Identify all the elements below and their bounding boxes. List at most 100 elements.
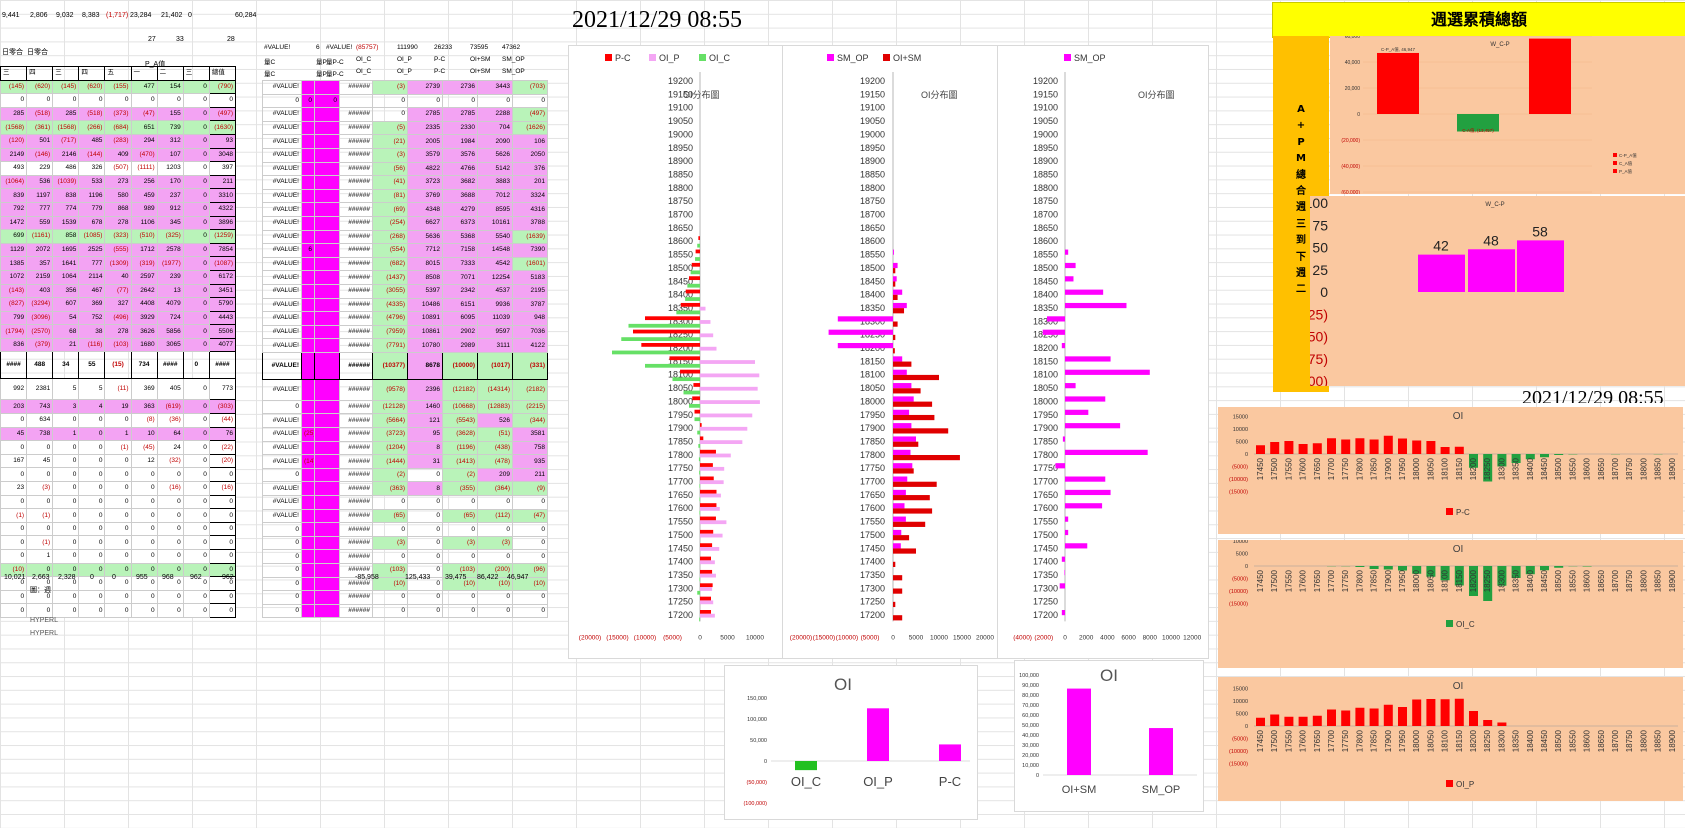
table-cell[interactable]: 1197 (26, 188, 54, 203)
table-cell[interactable]: 2072 (26, 242, 54, 258)
table-cell[interactable]: (619) (156, 399, 184, 415)
table-cell[interactable]: 0 (182, 467, 210, 483)
table-cell[interactable]: 743 (26, 399, 54, 415)
mid-table-cell[interactable]: 0 (442, 495, 478, 510)
table-cell[interactable]: 0 (130, 535, 158, 550)
mid-table-cell[interactable]: 0 (407, 467, 443, 483)
table-cell[interactable]: 327 (104, 297, 132, 312)
mid-table-cell[interactable]: 0 (407, 535, 443, 551)
table-cell[interactable]: 0 (182, 440, 210, 455)
table-cell[interactable]: 0 (104, 494, 132, 510)
mid-table-cell[interactable] (301, 311, 315, 326)
table-cell[interactable]: (1087) (208, 256, 237, 271)
table-cell[interactable]: (379) (26, 337, 54, 353)
table-cell[interactable]: 0 (208, 603, 237, 618)
table-cell[interactable]: 0 (182, 215, 210, 231)
mid-table-cell[interactable]: 8 (407, 440, 443, 456)
table-cell[interactable]: (1064) (0, 174, 28, 190)
mid-table-cell[interactable]: (9) (512, 481, 548, 497)
mid-table-cell[interactable]: ###### (339, 297, 373, 313)
table-cell[interactable]: 0 (26, 440, 54, 455)
mid-table-cell[interactable] (301, 508, 315, 524)
mid-table-cell[interactable]: ###### (339, 535, 373, 551)
mid-table-cell[interactable]: 758 (512, 440, 548, 456)
mid-table-cell[interactable] (301, 440, 315, 456)
table-cell[interactable]: 1129 (0, 242, 28, 258)
mid-table-cell[interactable]: 2288 (477, 107, 513, 122)
mid-table-cell[interactable]: 14548 (477, 243, 513, 258)
mid-table-cell[interactable]: 2736 (442, 80, 478, 95)
table-cell[interactable]: 285 (0, 106, 28, 122)
mid-table-cell[interactable] (301, 134, 315, 149)
mid-table-cell[interactable]: 3682 (442, 175, 478, 190)
table-cell[interactable]: 0 (208, 576, 237, 591)
mid-table-cell[interactable]: ###### (339, 243, 373, 258)
table-cell[interactable]: (497) (208, 106, 237, 122)
mid-table-cell[interactable] (314, 324, 340, 340)
mid-table-cell[interactable]: (3055) (372, 283, 408, 299)
table-cell[interactable]: 0 (130, 549, 158, 564)
table-cell[interactable]: 403 (26, 283, 54, 299)
mid-table-cell[interactable]: ###### (339, 603, 373, 619)
mid-table-cell[interactable]: ###### (339, 107, 373, 122)
mid-table-cell[interactable]: (4796) (372, 311, 408, 326)
table-cell[interactable]: 5 (78, 378, 106, 401)
table-cell[interactable]: 0 (0, 603, 28, 618)
table-cell[interactable]: (470) (130, 147, 158, 163)
mid-table-cell[interactable]: #VALUE! (262, 147, 302, 163)
mid-table-cell[interactable]: 6095 (442, 311, 478, 326)
mid-table-cell[interactable] (314, 535, 340, 551)
table-cell[interactable]: 459 (130, 188, 158, 203)
mid-table-cell[interactable]: #VALUE! (262, 508, 302, 524)
mid-table-cell[interactable] (314, 297, 340, 313)
table-cell[interactable]: 0 (0, 440, 28, 455)
mid-table-cell[interactable]: ###### (339, 522, 373, 537)
mid-table-cell[interactable] (314, 243, 340, 258)
mid-table-cell[interactable]: #VALUE! (262, 481, 302, 497)
table-cell[interactable]: 0 (156, 535, 184, 550)
mid-table-cell[interactable]: 0 (372, 522, 408, 537)
mid-table-cell[interactable]: 6151 (442, 297, 478, 313)
table-cell[interactable]: (790) (208, 79, 237, 95)
table-cell[interactable]: (20) (208, 453, 237, 469)
mid-table-cell[interactable]: ###### (339, 549, 373, 564)
sum-cell[interactable]: #### (208, 351, 237, 380)
table-cell[interactable]: (496) (104, 310, 132, 326)
mid-table-cell[interactable]: 7158 (442, 243, 478, 258)
mid-table-cell[interactable]: #VALUE! (262, 338, 302, 353)
mid-table-cell[interactable]: 0 (442, 93, 478, 109)
table-cell[interactable]: 3929 (130, 310, 158, 326)
mid-table-cell[interactable]: 0 (442, 590, 478, 605)
table-cell[interactable]: 868 (104, 201, 132, 217)
mid-table-cell[interactable]: 2090 (477, 134, 513, 149)
table-cell[interactable]: 0 (52, 589, 80, 605)
table-cell[interactable]: 0 (182, 324, 210, 339)
table-cell[interactable]: (1630) (208, 120, 237, 135)
mid-table-cell[interactable]: (103) (442, 563, 478, 578)
table-cell[interactable]: 0 (208, 93, 237, 108)
mid-table-cell[interactable]: 2989 (442, 338, 478, 353)
table-cell[interactable]: 0 (182, 93, 210, 108)
table-cell[interactable]: (11) (104, 378, 132, 401)
mid-table-cell[interactable]: ###### (339, 175, 373, 190)
mid-table-cell[interactable]: 5397 (407, 283, 443, 299)
table-cell[interactable]: 634 (26, 413, 54, 428)
mid-table-cell[interactable]: 0 (477, 590, 513, 605)
mid-table-cell[interactable]: 0 (407, 603, 443, 619)
mid-table-cell[interactable] (314, 378, 340, 401)
mid-table-cell[interactable]: 1984 (442, 134, 478, 149)
table-cell[interactable]: 326 (78, 161, 106, 176)
mid-table-cell[interactable]: 8015 (407, 256, 443, 272)
table-cell[interactable]: (684) (104, 120, 132, 135)
table-cell[interactable]: 836 (0, 337, 28, 353)
mid-table-cell[interactable]: (1626) (512, 120, 548, 136)
table-cell[interactable]: (143) (0, 283, 28, 299)
mid-table-cell[interactable]: 10861 (407, 324, 443, 340)
mid-table-cell[interactable]: (1413) (442, 454, 478, 469)
mid-table-cell[interactable] (314, 427, 340, 442)
table-cell[interactable]: 7854 (208, 242, 237, 258)
table-cell[interactable]: 356 (52, 283, 80, 299)
table-cell[interactable]: 0 (104, 521, 132, 537)
table-cell[interactable]: 155 (156, 106, 184, 122)
mid-table-cell[interactable]: ###### (339, 147, 373, 163)
